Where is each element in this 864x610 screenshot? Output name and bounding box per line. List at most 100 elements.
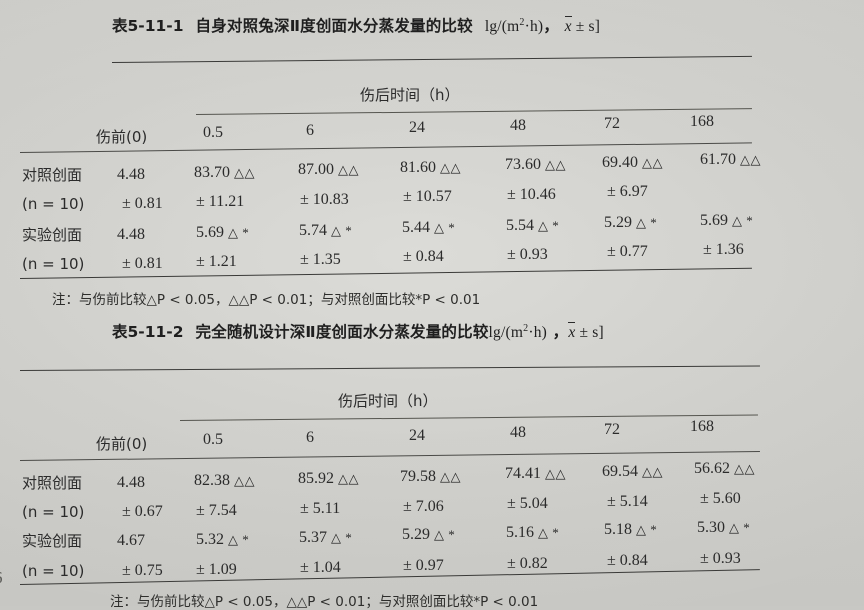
table-2-row-2-mean-6: 5.30 △ * (697, 519, 751, 536)
table-2-row-2-mean-3: 5.29 △ * (402, 526, 456, 543)
table-1-row-1-sublabel: (n = 10) (22, 195, 85, 213)
table-2-row-1-sd-1: ± 7.54 (196, 502, 237, 519)
table-1-row-2-mean-3: 5.44 △ * (402, 219, 456, 236)
table-1-row-2-sublabel: (n = 10) (22, 255, 85, 273)
table-2-row-1-mean-0: 4.48 (117, 474, 145, 491)
table-2-row-1-mean-5: 69.54 △△ (602, 463, 663, 480)
table-1-row-1-mean-2: 87.00 △△ (298, 161, 359, 178)
table-1-title: 表5-11-1 自身对照兔深Ⅱ度创面水分蒸发量的比较 lg/(m2·h)， x ± … (112, 16, 601, 35)
table-1-row-1-mean-6: 61.70 △△ (700, 151, 761, 168)
table-1-row-2-mean-5: 5.29 △ * (604, 214, 658, 231)
table-1-row-1-mean-4: 73.60 △△ (505, 156, 566, 173)
table-1-row-2-sd-5: ± 0.77 (607, 243, 648, 260)
table-1-row-2-mean-4: 5.54 △ * (506, 217, 560, 234)
table-2-row-2-mean-2: 5.37 △ * (299, 529, 353, 546)
table-1-col-3: 24 (409, 119, 425, 136)
table-1-row-1-mean-3: 81.60 △△ (400, 159, 461, 176)
table-1-row-2-sd-0: ± 0.81 (122, 255, 163, 272)
table-1-row-2-sd-4: ± 0.93 (507, 246, 548, 263)
table-2-row-2-sd-3: ± 0.97 (403, 557, 444, 574)
table-1-footnote-text: 与伤前比较△P < 0.05，△△P < 0.01；与对照创面比较*P < 0.… (79, 292, 481, 308)
table-1-footnote: 注：与伤前比较△P < 0.05，△△P < 0.01；与对照创面比较*P < … (52, 288, 480, 308)
table-2-col-0: 伤前(0) (96, 435, 148, 453)
table-2-row-1-sd-4: ± 5.04 (507, 495, 548, 512)
table-1-col-1: 0.5 (203, 124, 223, 141)
table-2-row-1-label: 对照创面 (22, 474, 83, 492)
table-1-col-6: 168 (690, 113, 714, 130)
table-2-row-1-sd-2: ± 5.11 (300, 500, 341, 517)
table-2-footnote-label: 注： (110, 594, 137, 610)
page-number: 6 (0, 568, 3, 588)
table-2-row-1-mean-1: 82.38 △△ (194, 472, 255, 489)
table-2-row-2-sd-0: ± 0.75 (122, 562, 163, 579)
table-2-row-2-sd-2: ± 1.04 (300, 559, 341, 576)
table-1-col-5: 72 (604, 115, 620, 132)
table-1-row-1-sd-0: ± 0.81 (122, 195, 163, 212)
table-2-col-5: 72 (604, 421, 620, 438)
table-2-block: 表5-11-2 完全随机设计深Ⅱ度创面水分蒸发量的比较lg/(m2·h) ，x ±… (0, 320, 864, 610)
table-1-group-rule (195, 108, 752, 115)
table-2-row-2-sd-5: ± 0.84 (607, 552, 648, 569)
table-1-group-header: 伤后时间（h） (360, 86, 460, 104)
table-1-row-2-mean-0: 4.48 (117, 226, 145, 243)
table-2-row-1-mean-2: 85.92 △△ (298, 470, 359, 487)
table-2-row-1-mean-4: 74.41 △△ (505, 465, 566, 482)
table-2-units: lg/(m2·h) (488, 322, 548, 341)
table-1-row-1-mean-5: 69.40 △△ (602, 154, 663, 171)
table-1-row-2-sd-6: ± 1.36 (703, 241, 744, 258)
table-2-number: 表5-11-2 (112, 323, 184, 341)
table-1-row-1-sd-3: ± 10.57 (403, 188, 452, 205)
table-1-footnote-label: 注： (52, 292, 79, 308)
table-2-row-2-mean-5: 5.18 △ * (604, 521, 658, 538)
table-2-group-rule (179, 414, 758, 421)
table-1-row-2-label: 实验创面 (22, 226, 83, 244)
table-1-row-1-mean-0: 4.48 (117, 166, 145, 183)
table-1-col-4: 48 (510, 117, 526, 134)
table-1-row-2-mean-6: 5.69 △ * (700, 212, 754, 229)
table-1-number: 表5-11-1 (112, 17, 184, 35)
table-1-row-2-sd-3: ± 0.84 (403, 248, 444, 265)
table-2-row-1-sd-3: ± 7.06 (403, 498, 444, 515)
table-2-row-2-mean-0: 4.67 (117, 532, 145, 549)
table-2-caption: 完全随机设计深Ⅱ度创面水分蒸发量的比较 (195, 323, 489, 341)
table-2-col-6: 168 (690, 418, 714, 435)
table-2-col-1: 0.5 (203, 431, 223, 448)
table-2-row-1-sd-5: ± 5.14 (607, 493, 648, 510)
table-2-col-2: 6 (306, 429, 314, 446)
table-2-row-2-mean-4: 5.16 △ * (506, 524, 560, 541)
table-1-row-1-sd-4: ± 10.46 (507, 186, 556, 203)
table-1-row-1-mean-1: 83.70 △△ (194, 164, 255, 181)
table-2-row-2-sd-6: ± 0.93 (700, 550, 741, 567)
table-1-row-1-sd-1: ± 11.21 (196, 193, 245, 210)
table-2-col-4: 48 (510, 424, 526, 441)
table-2-row-1-sublabel: (n = 10) (22, 503, 85, 521)
table-2-footnote-text: 与伤前比较△P < 0.05，△△P < 0.01；与对照创面比较*P < 0.… (137, 594, 539, 610)
table-1-row-1-sd-5: ± 6.97 (607, 183, 648, 200)
table-2-row-2-sublabel: (n = 10) (22, 562, 85, 580)
table-1-col-0: 伤前(0) (96, 128, 148, 146)
table-1-row-2-sd-2: ± 1.35 (300, 251, 341, 268)
table-2-row-1-mean-6: 56.62 △△ (694, 460, 755, 477)
table-2-top-rule (19, 365, 760, 371)
table-2-row-2-mean-1: 5.32 △ * (196, 531, 250, 548)
table-1-block: 表5-11-1 自身对照兔深Ⅱ度创面水分蒸发量的比较 lg/(m2·h)， x ± … (0, 14, 864, 308)
table-1-row-2-sd-1: ± 1.21 (196, 253, 237, 270)
table-2-row-1-sd-6: ± 5.60 (700, 490, 741, 507)
table-2-row-2-label: 实验创面 (22, 532, 83, 550)
table-1-units: lg/(m2·h) (484, 16, 544, 35)
table-1-row-1-label: 对照创面 (22, 166, 83, 184)
table-1-top-rule (111, 55, 752, 63)
table-2-row-2-sd-4: ± 0.82 (507, 555, 548, 572)
table-1-col-2: 6 (306, 122, 314, 139)
table-1-row-2-mean-2: 5.74 △ * (299, 222, 353, 239)
table-1-row-1-sd-2: ± 10.83 (300, 191, 349, 208)
table-2-row-2-sd-1: ± 1.09 (196, 561, 237, 578)
table-2-footnote: 注：与伤前比较△P < 0.05，△△P < 0.01；与对照创面比较*P < … (110, 590, 538, 610)
table-2-row-1-sd-0: ± 0.67 (122, 503, 163, 520)
table-2-row-1-mean-3: 79.58 △△ (400, 468, 461, 485)
table-2-title: 表5-11-2 完全随机设计深Ⅱ度创面水分蒸发量的比较lg/(m2·h) ，x ±… (112, 322, 604, 341)
table-2-group-header: 伤后时间（h） (338, 392, 438, 410)
table-2-col-3: 24 (409, 427, 425, 444)
table-1-row-2-mean-1: 5.69 △ * (196, 224, 250, 241)
